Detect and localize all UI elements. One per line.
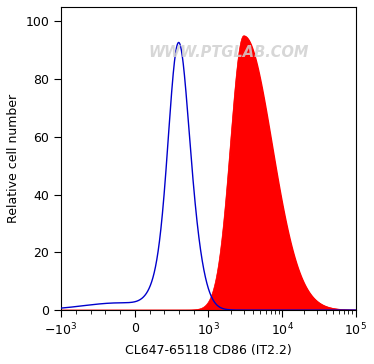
Y-axis label: Relative cell number: Relative cell number xyxy=(7,94,20,223)
Text: WWW.PTGLAB.COM: WWW.PTGLAB.COM xyxy=(149,45,309,60)
X-axis label: CL647-65118 CD86 (IT2.2): CL647-65118 CD86 (IT2.2) xyxy=(125,344,292,357)
